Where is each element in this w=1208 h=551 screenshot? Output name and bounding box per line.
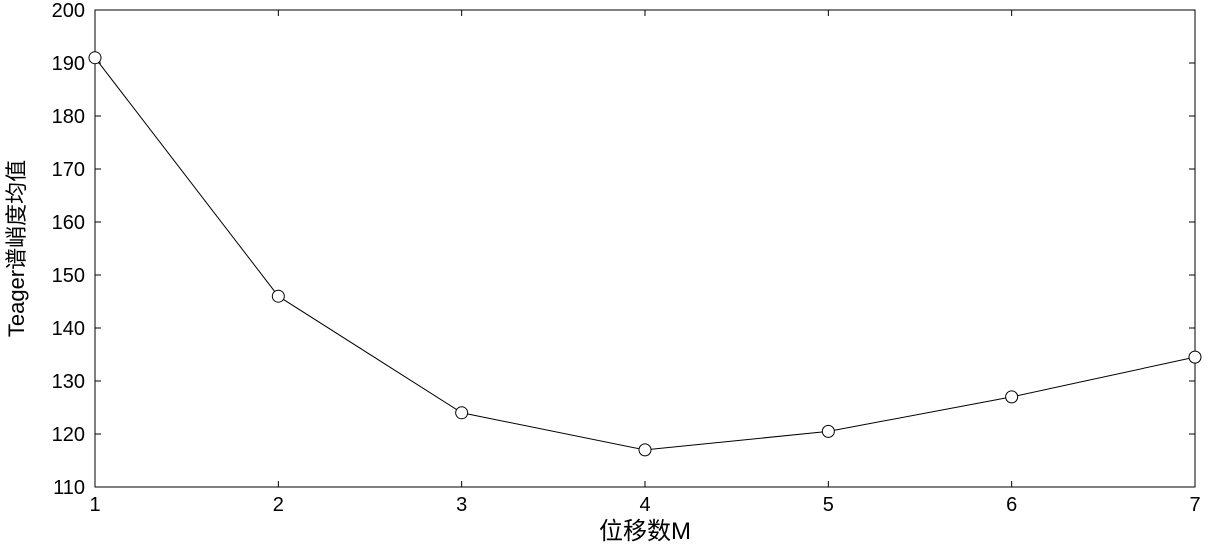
plot-border — [95, 10, 1195, 487]
y-tick-label: 160 — [52, 212, 85, 234]
data-marker — [639, 444, 651, 456]
line-chart: 1 2 3 4 5 6 7 110 120 130 140 150 160 170 180 190 200 Tea… — [0, 0, 1208, 551]
x-tick-label: 6 — [1006, 494, 1017, 516]
data-marker — [822, 425, 834, 437]
data-marker — [1189, 351, 1201, 363]
data-marker — [89, 52, 101, 64]
x-axis-label: 位移数M — [599, 518, 691, 545]
data-marker — [272, 290, 284, 302]
y-tick-label: 170 — [52, 159, 85, 181]
y-tick-label: 200 — [52, 0, 85, 22]
data-line — [95, 58, 1195, 450]
y-tick-label: 130 — [52, 371, 85, 393]
chart-container: 1 2 3 4 5 6 7 110 120 130 140 150 160 170 180 190 200 Tea… — [0, 0, 1208, 551]
x-tick-label: 1 — [89, 494, 100, 516]
data-marker — [456, 407, 468, 419]
y-tick-label: 190 — [52, 53, 85, 75]
y-tick-label: 180 — [52, 106, 85, 128]
y-tick-label: 150 — [52, 265, 85, 287]
y-axis-label: Teager谱峭度均值 — [4, 160, 29, 337]
y-tick-label: 120 — [52, 424, 85, 446]
x-tick-label: 7 — [1189, 494, 1200, 516]
data-marker — [1006, 391, 1018, 403]
y-tick-label: 110 — [53, 477, 85, 499]
x-tick-label: 2 — [273, 494, 284, 516]
x-tick-label: 3 — [456, 494, 467, 516]
x-tick-label: 4 — [639, 494, 650, 516]
x-tick-label: 5 — [823, 494, 834, 516]
y-tick-label: 140 — [52, 318, 85, 340]
